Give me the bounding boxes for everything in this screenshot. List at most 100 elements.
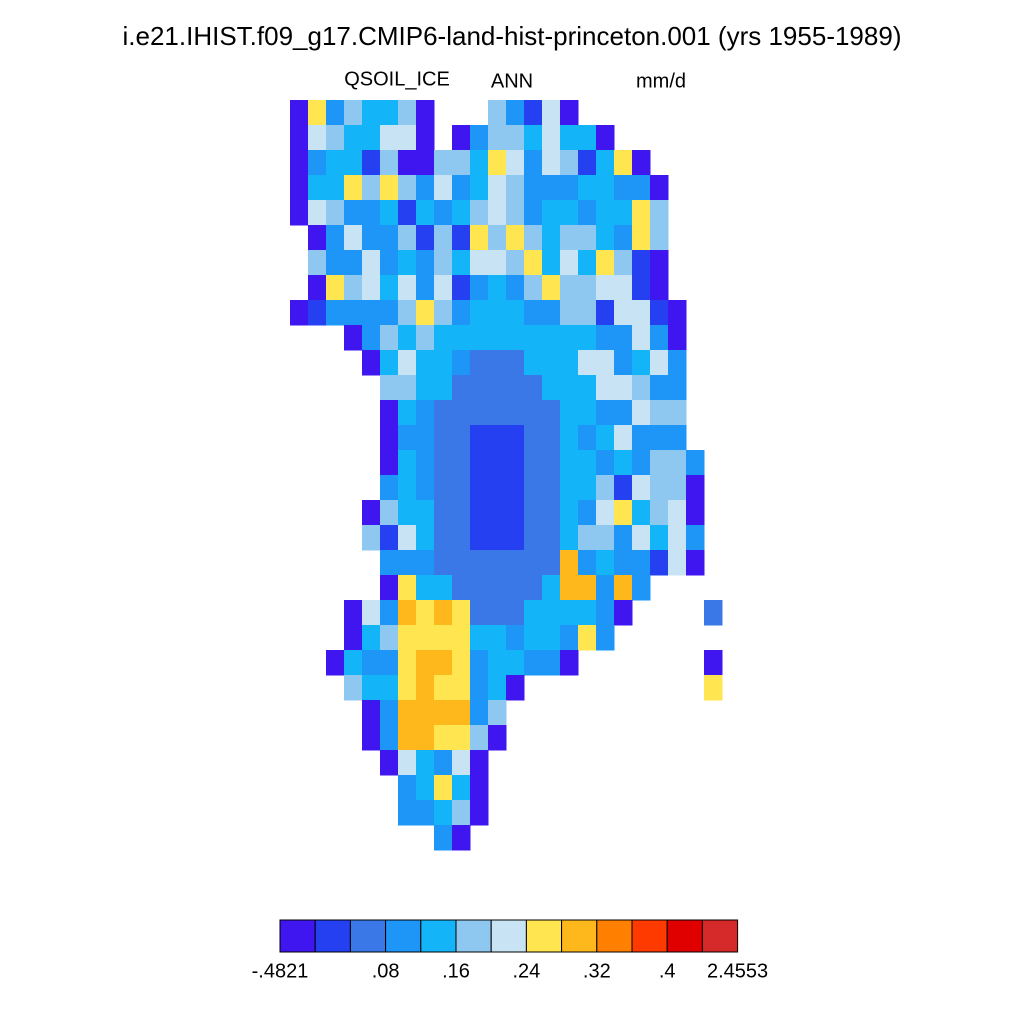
grid-cell (470, 300, 489, 326)
grid-cell (434, 800, 453, 826)
grid-cell (416, 225, 435, 251)
grid-cell (686, 500, 705, 526)
grid-cell (380, 425, 399, 451)
colorbar-box (525, 919, 563, 953)
grid-cell (596, 500, 615, 526)
grid-cell (632, 200, 651, 226)
grid-cell (470, 250, 489, 276)
grid-cell (326, 650, 345, 676)
grid-cell (560, 475, 579, 501)
colorbar-box (385, 919, 422, 953)
grid-cell (308, 250, 327, 276)
grid-cell (290, 175, 309, 201)
grid-cell (434, 650, 453, 676)
grid-cell (488, 450, 507, 476)
grid-cell (560, 375, 579, 401)
grid-cell (578, 150, 597, 176)
grid-cell (488, 200, 507, 226)
grid-cell (434, 700, 453, 726)
grid-cell (524, 375, 543, 401)
grid-cell (398, 250, 417, 276)
grid-cell (452, 550, 471, 576)
grid-cell (452, 225, 471, 251)
grid-cell (362, 275, 381, 301)
grid-cell (596, 200, 615, 226)
grid-cell (380, 375, 399, 401)
variable-label: QSOIL_ICE (344, 68, 450, 90)
grid-cell (578, 450, 597, 476)
grid-cell (452, 300, 471, 326)
grid-cell (542, 125, 561, 151)
grid-cell (398, 625, 417, 651)
grid-cell (470, 800, 489, 826)
grid-cell (506, 525, 525, 551)
grid-cell (308, 225, 327, 251)
colorbar-label: .08 (372, 960, 400, 982)
grid-cell (470, 725, 489, 751)
grid-cell (596, 475, 615, 501)
grid-cell (380, 475, 399, 501)
grid-cell (416, 775, 435, 801)
grid-cell (632, 350, 651, 376)
grid-cell (542, 550, 561, 576)
grid-cell (542, 425, 561, 451)
grid-cell (488, 575, 507, 601)
grid-cell (560, 300, 579, 326)
grid-cell (488, 550, 507, 576)
grid-cell (416, 275, 435, 301)
grid-cell (416, 675, 435, 701)
grid-cell (542, 350, 561, 376)
grid-cell (416, 550, 435, 576)
grid-cell (560, 100, 579, 126)
grid-cell (416, 475, 435, 501)
grid-cell (434, 775, 453, 801)
grid-cell (488, 725, 507, 751)
colorbar-label: .4 (659, 960, 676, 982)
grid-cell (398, 575, 417, 601)
grid-cell (470, 375, 489, 401)
grid-cell (470, 650, 489, 676)
grid-cell (578, 275, 597, 301)
grid-cell (398, 775, 417, 801)
grid-cell (524, 175, 543, 201)
grid-cell (434, 350, 453, 376)
grid-cell (542, 625, 561, 651)
grid-cell (596, 250, 615, 276)
grid-cell (452, 325, 471, 351)
grid-cell (308, 100, 327, 126)
grid-cell (398, 175, 417, 201)
grid-cell (434, 200, 453, 226)
units-label: mm/d (636, 70, 686, 92)
grid-cell (326, 225, 345, 251)
grid-cell (650, 350, 669, 376)
grid-cell (632, 425, 651, 451)
grid-cell (380, 100, 399, 126)
grid-cell (506, 425, 525, 451)
grid-cell (506, 600, 525, 626)
grid-cell (542, 325, 561, 351)
grid-cell (452, 150, 471, 176)
grid-cell (668, 425, 687, 451)
grid-cell (308, 150, 327, 176)
grid-cell (506, 575, 525, 601)
grid-cell (560, 225, 579, 251)
grid-cell (542, 475, 561, 501)
grid-cell (416, 125, 435, 151)
grid-cell (650, 550, 669, 576)
colorbar-box (349, 919, 387, 953)
grid-cell (452, 500, 471, 526)
grid-cell (362, 100, 381, 126)
colorbar-box (701, 919, 739, 953)
grid-cell (362, 350, 381, 376)
colorbar-label: .16 (442, 960, 470, 982)
grid-cell (308, 275, 327, 301)
grid-cell (596, 525, 615, 551)
grid-cell (488, 325, 507, 351)
grid-cell (578, 225, 597, 251)
grid-cell (488, 650, 507, 676)
grid-cell (416, 450, 435, 476)
grid-cell (614, 450, 633, 476)
grid-cell (650, 450, 669, 476)
colorbar-label: .24 (512, 960, 540, 982)
grid-cell (434, 275, 453, 301)
